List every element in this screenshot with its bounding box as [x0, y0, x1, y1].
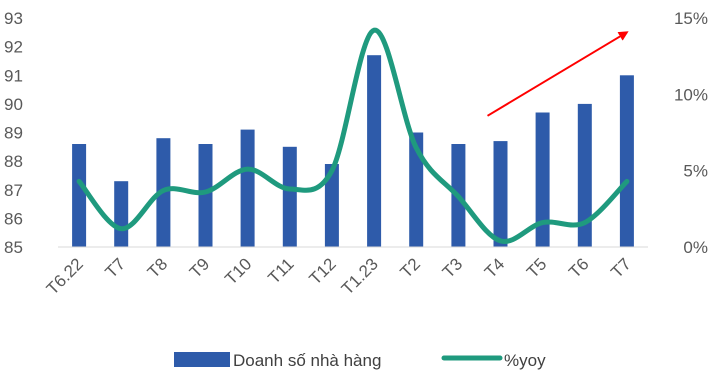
y-left-tick-label: 89 [4, 124, 23, 143]
legend-bar-label: Doanh số nhà hàng [233, 351, 381, 370]
x-tick-label: T2 [397, 254, 424, 281]
bar [535, 112, 550, 247]
trend-arrow [486, 31, 629, 117]
bar [324, 164, 339, 247]
x-tick-label: T6.22 [43, 254, 87, 298]
bar [409, 132, 424, 247]
x-tick-label: T7 [607, 254, 634, 281]
bar-series [72, 55, 634, 248]
y-right-tick-label: 10% [674, 85, 708, 104]
x-tick-label: T11 [264, 254, 297, 287]
x-tick-label: T6 [565, 254, 592, 281]
x-tick-label: T9 [186, 254, 213, 281]
yoy-line [76, 27, 630, 244]
legend: Doanh số nhà hàng %yoy [174, 351, 546, 370]
bar [577, 103, 592, 248]
x-tick-label: T8 [144, 254, 171, 281]
bar [72, 144, 87, 247]
y-left-ticks: 85 86 87 88 89 90 91 92 93 [4, 9, 23, 257]
x-tick-label: T5 [523, 254, 550, 281]
bar [619, 75, 634, 248]
bar [198, 144, 213, 247]
x-tick-label: T12 [306, 254, 340, 288]
y-left-tick-label: 93 [4, 9, 23, 28]
y-left-tick-label: 92 [4, 38, 23, 57]
legend-line-label: %yoy [504, 351, 546, 370]
bar [493, 141, 508, 247]
x-tick-label: T4 [481, 254, 508, 281]
bar [240, 129, 255, 247]
y-left-tick-label: 88 [4, 152, 23, 171]
x-tick-label: T7 [102, 254, 129, 281]
x-tick-label: T1.23 [338, 254, 382, 298]
y-right-ticks: 0% 5% 10% 15% [674, 9, 708, 257]
y-left-tick-label: 86 [4, 209, 23, 228]
bar [282, 146, 297, 247]
y-left-tick-label: 85 [4, 238, 23, 257]
y-right-tick-label: 0% [683, 238, 708, 257]
bar [367, 55, 382, 248]
bar [114, 181, 129, 247]
y-right-tick-label: 15% [674, 9, 708, 28]
y-left-tick-label: 90 [4, 95, 23, 114]
x-tick-label: T10 [221, 254, 255, 288]
y-right-tick-label: 5% [683, 162, 708, 181]
legend-bar-swatch [174, 352, 230, 367]
y-left-tick-label: 91 [4, 66, 23, 85]
x-tick-label: T3 [439, 254, 466, 281]
y-left-tick-label: 87 [4, 181, 23, 200]
